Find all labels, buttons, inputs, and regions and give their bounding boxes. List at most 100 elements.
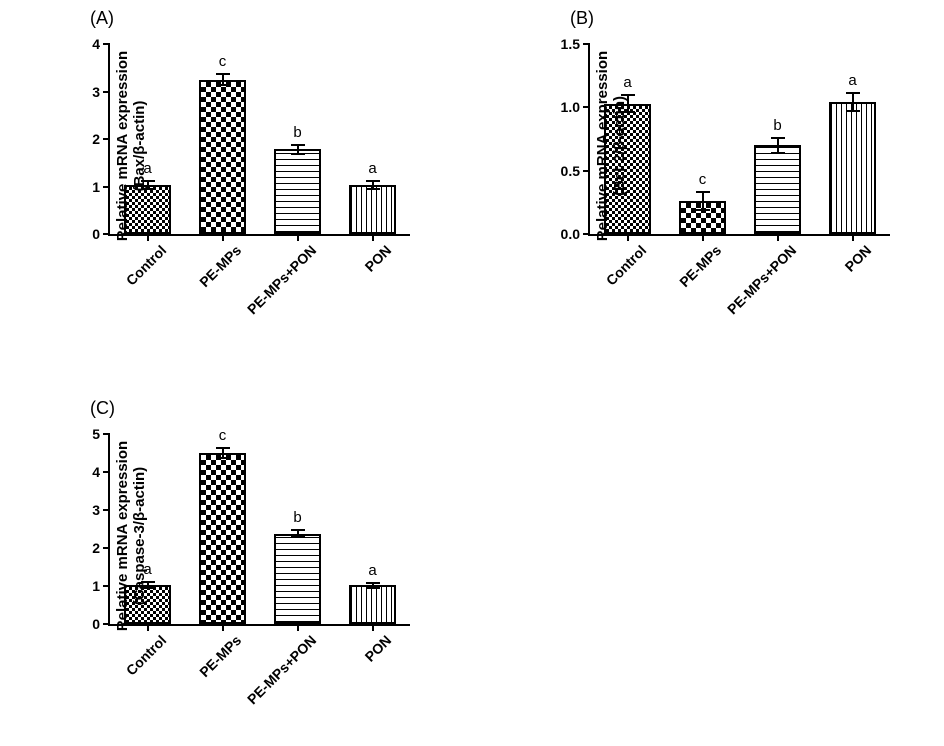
x-tick-label: PE-MPs+PON xyxy=(723,242,798,317)
x-tick-label: PE-MPs xyxy=(196,242,244,290)
y-tick xyxy=(103,91,110,93)
y-tick-label: 4 xyxy=(92,36,100,52)
y-tick-label: 5 xyxy=(92,426,100,442)
plot-area-c: 012345aControlcPE-MPsbPE-MPs+PONaPON xyxy=(108,434,410,626)
error-cap xyxy=(696,209,710,211)
error-bar xyxy=(852,93,854,111)
y-tick xyxy=(103,471,110,473)
x-tick-label: Control xyxy=(122,242,169,289)
y-axis-title-line1: Relative mRNA expression xyxy=(114,51,131,241)
x-tick-label: PON xyxy=(361,242,394,275)
bar-group: c xyxy=(199,434,246,624)
error-cap xyxy=(366,188,380,190)
panel-label-b: (B) xyxy=(570,8,594,29)
x-tick xyxy=(297,624,299,631)
bar xyxy=(754,145,801,234)
y-tick xyxy=(583,106,590,108)
error-cap xyxy=(366,582,380,584)
x-tick-label: Control xyxy=(602,242,649,289)
panel-label-a: (A) xyxy=(90,8,114,29)
y-tick-label: 3 xyxy=(92,502,100,518)
y-tick xyxy=(103,623,110,625)
significance-label: c xyxy=(219,427,227,444)
bar xyxy=(199,453,246,624)
error-cap xyxy=(366,587,380,589)
error-bar xyxy=(702,192,704,210)
error-cap xyxy=(291,529,305,531)
panel-label-c: (C) xyxy=(90,398,115,419)
y-axis-title-line1: Relative mRNA expression xyxy=(594,51,611,241)
bar xyxy=(829,102,876,234)
x-tick xyxy=(222,234,224,241)
bar xyxy=(199,80,246,234)
x-tick xyxy=(702,234,704,241)
significance-label: b xyxy=(773,117,781,134)
y-tick xyxy=(103,585,110,587)
error-cap xyxy=(696,191,710,193)
y-tick-label: 1 xyxy=(92,578,100,594)
bar-group: c xyxy=(199,44,246,234)
bar-group: b xyxy=(274,434,321,624)
bar-group: a xyxy=(349,434,396,624)
y-tick xyxy=(103,433,110,435)
y-tick-label: 1.5 xyxy=(561,36,580,52)
error-cap xyxy=(771,152,785,154)
error-cap xyxy=(366,180,380,182)
y-tick-label: 0 xyxy=(92,616,100,632)
x-tick-label: PE-MPs xyxy=(676,242,724,290)
bar-group: a xyxy=(829,44,876,234)
y-axis-title-line2: (Bax/β-actin) xyxy=(131,51,148,241)
bar-group: a xyxy=(349,44,396,234)
y-tick xyxy=(103,186,110,188)
y-axis-title-line2: (Caspase-3/β-actin) xyxy=(131,441,148,631)
error-cap xyxy=(291,144,305,146)
error-cap xyxy=(216,447,230,449)
y-tick-label: 0 xyxy=(92,226,100,242)
y-tick xyxy=(103,547,110,549)
error-cap xyxy=(216,73,230,75)
x-tick xyxy=(222,624,224,631)
y-tick xyxy=(103,138,110,140)
error-cap xyxy=(291,153,305,155)
y-tick xyxy=(103,43,110,45)
error-cap xyxy=(846,110,860,112)
significance-label: a xyxy=(368,160,376,177)
significance-label: b xyxy=(293,124,301,141)
x-tick-label: Control xyxy=(122,632,169,679)
x-tick xyxy=(852,234,854,241)
y-tick-label: 2 xyxy=(92,540,100,556)
error-cap xyxy=(291,536,305,538)
y-tick-label: 2 xyxy=(92,131,100,147)
bar-group: c xyxy=(679,44,726,234)
bar xyxy=(274,149,321,234)
y-tick xyxy=(583,43,590,45)
bar-group: b xyxy=(274,44,321,234)
significance-label: a xyxy=(368,562,376,579)
x-tick xyxy=(372,624,374,631)
significance-label: c xyxy=(219,53,227,70)
significance-label: b xyxy=(293,509,301,526)
error-bar xyxy=(777,138,779,153)
y-tick-label: 4 xyxy=(92,464,100,480)
x-tick-label: PE-MPs xyxy=(196,632,244,680)
y-tick xyxy=(103,233,110,235)
y-tick xyxy=(103,509,110,511)
plot-area-b: 0.00.51.01.5aControlcPE-MPsbPE-MPs+PONaP… xyxy=(588,44,890,236)
error-cap xyxy=(846,92,860,94)
error-cap xyxy=(216,84,230,86)
bar xyxy=(349,185,396,234)
error-cap xyxy=(771,137,785,139)
y-tick-label: 1.0 xyxy=(561,99,580,115)
x-tick-label: PE-MPs+PON xyxy=(243,632,318,707)
bar-group: b xyxy=(754,44,801,234)
y-axis-title-b: Relative mRNA expression(Bcl-2/β-actin) xyxy=(594,51,628,241)
bar xyxy=(349,585,396,624)
error-cap xyxy=(216,457,230,459)
y-axis-title-c: Relative mRNA expression(Caspase-3/β-act… xyxy=(114,441,148,631)
plot-area-a: 01234aControlcPE-MPsbPE-MPs+PONaPON xyxy=(108,44,410,236)
x-tick-label: PE-MPs+PON xyxy=(243,242,318,317)
x-tick xyxy=(777,234,779,241)
y-tick-label: 0.0 xyxy=(561,226,580,242)
y-axis-title-line1: Relative mRNA expression xyxy=(114,441,131,631)
x-tick-label: PON xyxy=(361,632,394,665)
